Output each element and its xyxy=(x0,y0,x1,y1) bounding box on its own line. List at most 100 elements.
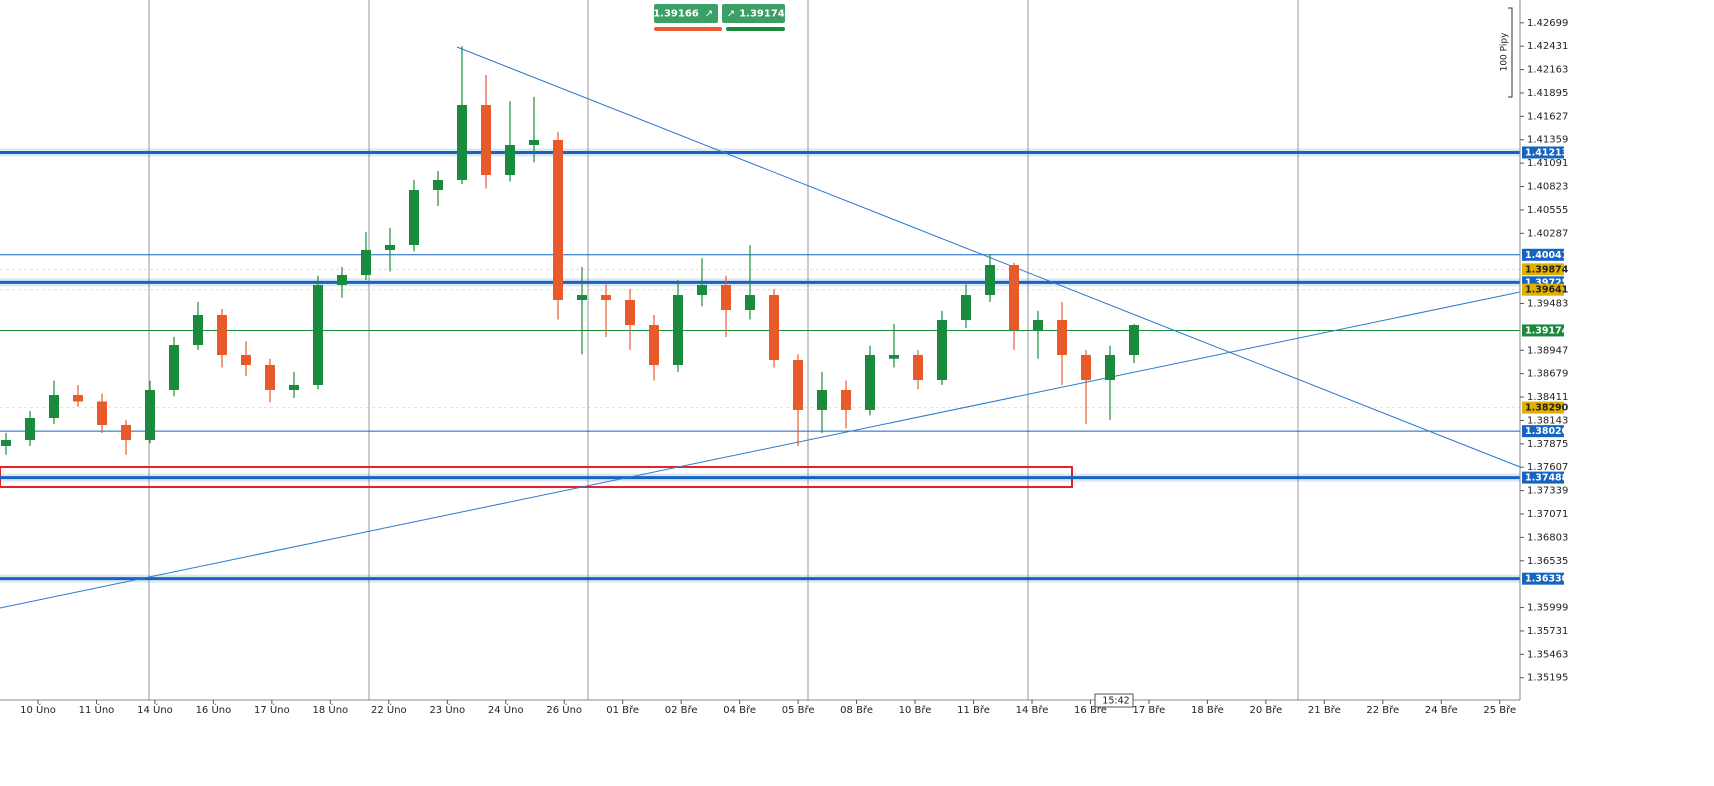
level-label: 1.41213 xyxy=(1525,147,1568,158)
y-tick-label: 1.42699 xyxy=(1527,18,1568,29)
x-tick-label: 18 Úno xyxy=(313,703,349,716)
y-tick-label: 1.38143 xyxy=(1527,415,1568,426)
candle-body xyxy=(337,275,347,285)
current-time: 15:42 xyxy=(1102,696,1129,707)
candle-body xyxy=(97,401,107,425)
x-tick-label: 25 Bře xyxy=(1483,704,1516,716)
candle-body xyxy=(985,264,995,296)
y-tick-label: 1.36803 xyxy=(1527,532,1568,543)
candle-body xyxy=(217,315,227,355)
level-label: 1.38290 xyxy=(1525,403,1569,414)
y-tick-label: 1.35463 xyxy=(1527,649,1568,660)
level-label: 1.36330 xyxy=(1525,574,1569,585)
level-label: 1.38020 xyxy=(1525,426,1569,437)
candle-body xyxy=(529,140,539,145)
candle-body xyxy=(769,295,779,361)
trend-line xyxy=(0,291,1521,609)
sell-bar xyxy=(654,27,722,31)
candle-body xyxy=(145,389,155,440)
candle-body xyxy=(505,144,515,175)
candle-body xyxy=(649,325,659,366)
level-label: 1.39174 xyxy=(1525,325,1569,336)
x-tick-label: 01 Bře xyxy=(606,704,639,716)
y-tick-label: 1.41627 xyxy=(1527,111,1568,122)
y-tick-label: 1.37875 xyxy=(1527,439,1568,450)
y-tick-label: 1.40823 xyxy=(1527,182,1568,193)
candle-body xyxy=(481,105,491,175)
candle-body xyxy=(1009,264,1019,331)
candle-body xyxy=(361,249,371,276)
ask-price: 1.39174 xyxy=(739,9,785,20)
candle-body xyxy=(745,295,755,311)
y-tick-label: 1.35195 xyxy=(1527,673,1568,684)
candle-body xyxy=(601,295,611,300)
level-tag xyxy=(1522,324,1564,337)
week-separators xyxy=(148,0,1299,700)
candle-body xyxy=(193,315,203,346)
buy-button[interactable] xyxy=(722,4,785,23)
x-tick-label: 11 Bře xyxy=(957,704,990,716)
pip-bracket xyxy=(1508,7,1513,98)
level-tag xyxy=(1522,248,1564,261)
level-label: 1.37488 xyxy=(1525,473,1569,484)
x-tick-label: 23 Úno xyxy=(429,703,465,716)
x-tick-label: 14 Bře xyxy=(1016,704,1049,716)
candle-body xyxy=(241,354,251,366)
level-tag xyxy=(1522,146,1564,159)
candle-body xyxy=(433,179,443,191)
x-tick-label: 24 Úno xyxy=(488,703,524,716)
candle-body xyxy=(169,345,179,390)
candle-body xyxy=(385,245,395,250)
y-tick-label: 1.40287 xyxy=(1527,228,1568,239)
x-tick-label: 02 Bře xyxy=(665,704,698,716)
level-tag xyxy=(1522,572,1564,585)
candle-body xyxy=(73,395,83,402)
y-tick-label: 1.42431 xyxy=(1527,41,1568,52)
candle-body xyxy=(1033,319,1043,331)
y-tick-label: 1.37339 xyxy=(1527,486,1568,497)
axis-labels: 1.42699 1.42431 1.42163 1.41895 1.41627 1.413… xyxy=(20,18,1569,716)
y-tick-label: 1.38947 xyxy=(1527,345,1568,356)
icon: ↗ xyxy=(705,9,713,20)
x-tick-label: 20 Bře xyxy=(1249,704,1282,716)
x-tick-label: 21 Bře xyxy=(1308,704,1341,716)
x-tick-label: 22 Bře xyxy=(1366,704,1399,716)
y-tick-label: 1.39483 xyxy=(1527,298,1568,309)
candle-body xyxy=(793,360,803,410)
y-tick-label: 1.36535 xyxy=(1527,556,1568,567)
x-tick-label: 10 Bře xyxy=(899,704,932,716)
pip-note: 100 Pipy xyxy=(1500,32,1510,71)
x-tick-label: 08 Bře xyxy=(840,704,873,716)
candle-body xyxy=(889,354,899,359)
y-tick-label: 1.41359 xyxy=(1527,135,1568,146)
y-tick-label: 1.41091 xyxy=(1527,158,1568,169)
x-tick-label: 17 Úno xyxy=(254,703,290,716)
candle-body xyxy=(937,319,947,381)
candle-body xyxy=(289,385,299,390)
x-tick-label: 22 Úno xyxy=(371,703,407,716)
level-label: 1.40041 xyxy=(1525,250,1568,261)
sell-button[interactable] xyxy=(654,4,718,23)
trend-line xyxy=(456,46,1521,468)
x-tick-label: 04 Bře xyxy=(723,704,756,716)
y-tick-label: 1.41895 xyxy=(1527,88,1568,99)
candle-body xyxy=(673,295,683,366)
time-box xyxy=(1094,693,1134,708)
x-tick-label: 24 Bře xyxy=(1425,704,1458,716)
candle-body xyxy=(265,365,275,390)
x-tick-label: 14 Úno xyxy=(137,703,173,716)
y-tick-label: 1.38679 xyxy=(1527,369,1568,380)
candle-body xyxy=(577,295,587,300)
x-tick-label: 18 Bře xyxy=(1191,704,1224,716)
icon: ↗ xyxy=(727,9,735,20)
level-label: 1.39641 xyxy=(1525,285,1568,296)
candle-body xyxy=(841,389,851,410)
candle-body xyxy=(457,105,467,180)
level-tag xyxy=(1522,471,1564,484)
candle-body xyxy=(1057,319,1067,355)
y-tick-label: 1.42163 xyxy=(1527,65,1568,76)
candle-body xyxy=(913,354,923,381)
x-tick-label: 11 Úno xyxy=(79,703,115,716)
